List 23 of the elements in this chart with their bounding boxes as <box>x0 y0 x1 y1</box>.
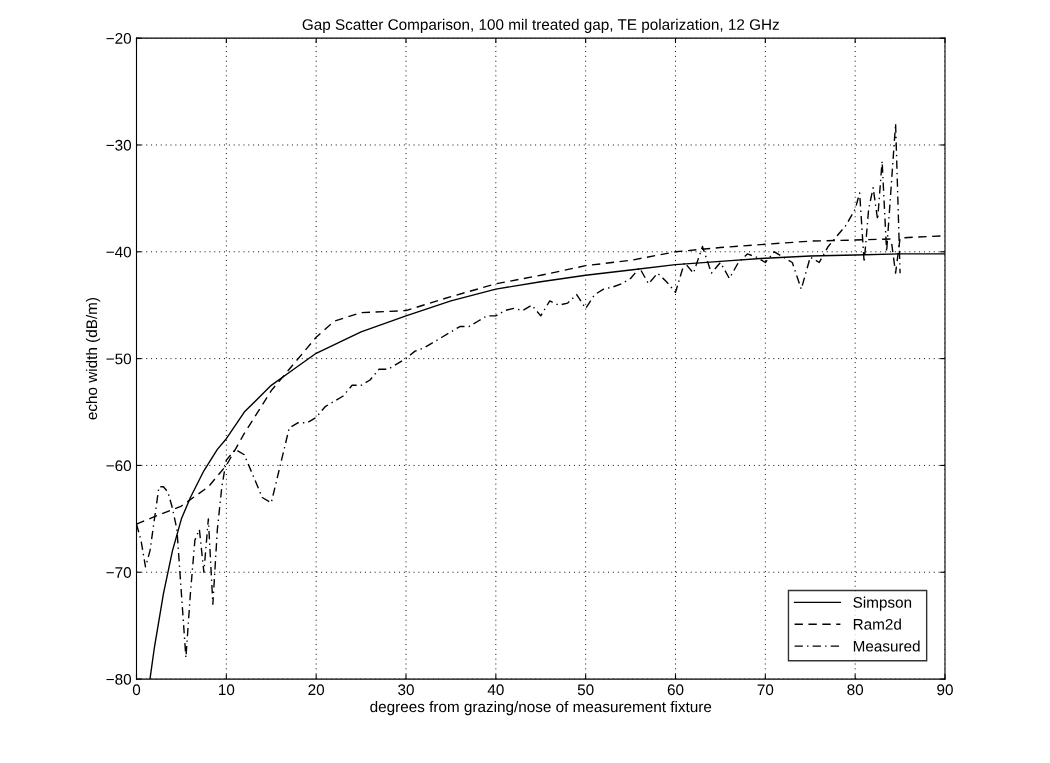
chart-title: Gap Scatter Comparison, 100 mil treated gap, TE polarization, 12 GHz <box>302 18 779 33</box>
y-tick-label: −80 <box>106 673 132 685</box>
y-tick-label: −30 <box>106 139 132 151</box>
x-tick-label: 10 <box>219 684 235 696</box>
x-tick-label: 0 <box>132 684 141 696</box>
y-tick-label: −70 <box>106 567 132 578</box>
x-tick-label: 50 <box>577 684 594 696</box>
y-tick-label: −50 <box>106 353 132 365</box>
x-tick-label: 90 <box>937 684 953 696</box>
x-tick-label: 70 <box>757 684 774 696</box>
legend-label: Measured <box>853 640 920 652</box>
y-tick-label: −20 <box>106 33 132 44</box>
y-tick-label: −60 <box>106 460 132 472</box>
x-tick-label: 60 <box>667 684 684 696</box>
x-axis-title: degrees from grazing/nose of measurement fixture <box>370 700 712 716</box>
x-tick-label: 80 <box>847 684 864 696</box>
y-tick-label: −40 <box>106 246 132 258</box>
legend-label: Ram2d <box>853 618 901 630</box>
legend-label: Simpson <box>853 596 912 611</box>
y-axis-title: echo width (dB/m) <box>85 298 101 420</box>
x-tick-label: 30 <box>398 684 414 696</box>
x-tick-label: 40 <box>487 684 504 696</box>
x-tick-label: 20 <box>308 684 325 696</box>
